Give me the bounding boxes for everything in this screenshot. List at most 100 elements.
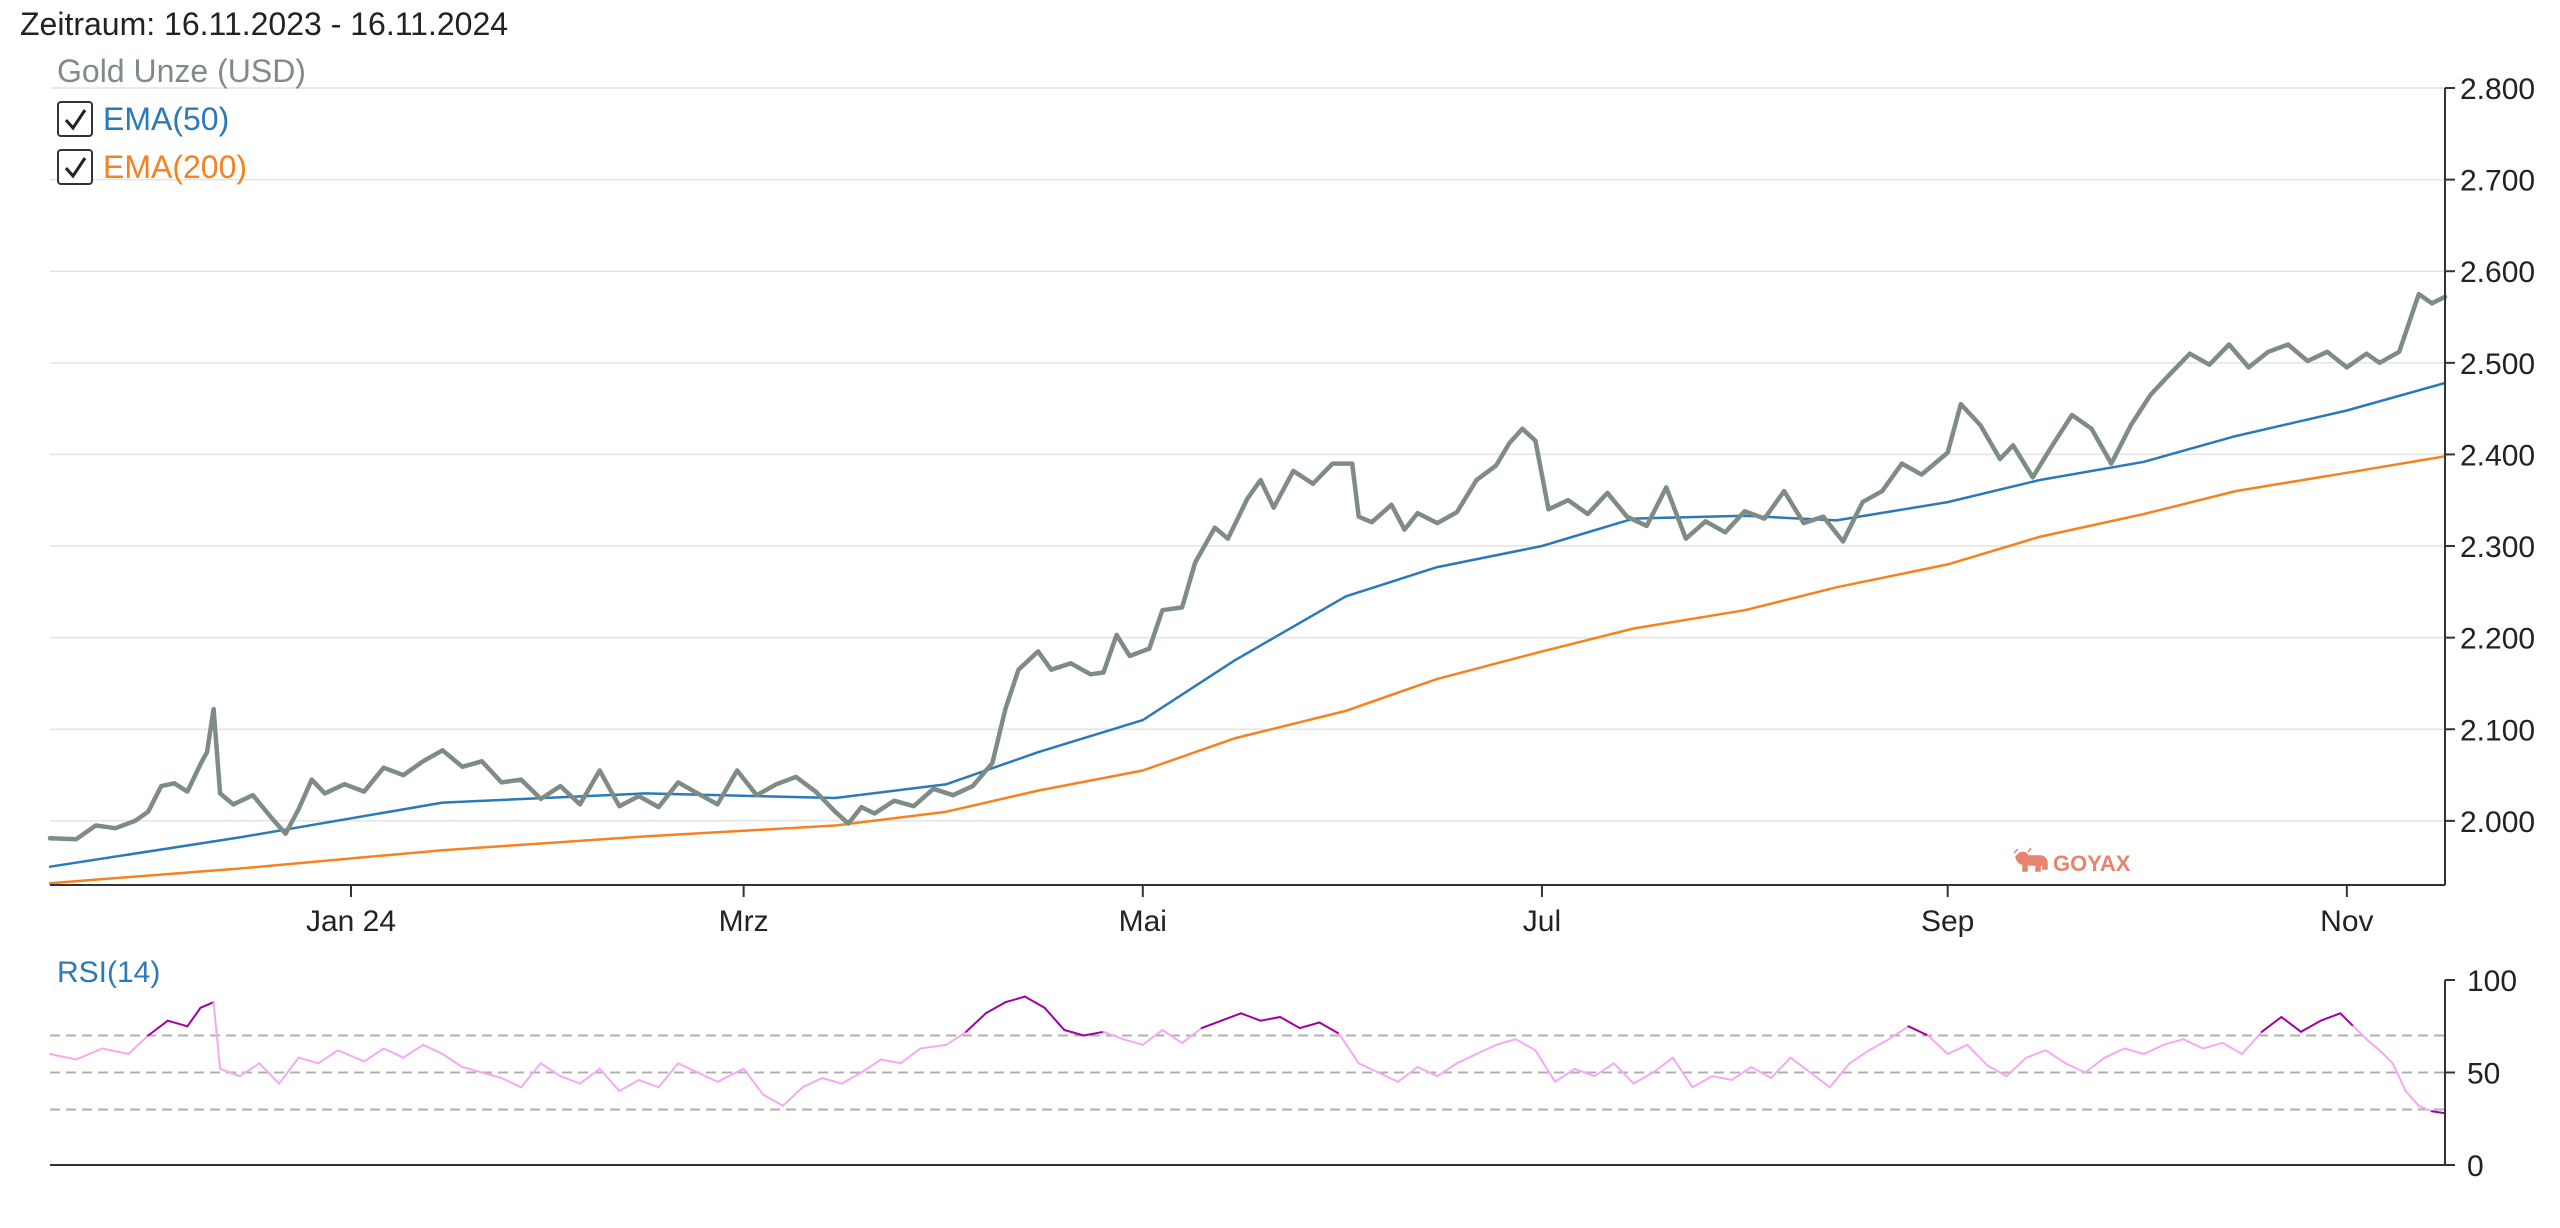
ema50-checkbox[interactable]	[57, 101, 93, 137]
rsi-title: RSI(14)	[57, 956, 160, 989]
rsi-segment	[1946, 1043, 1969, 1055]
rsi-segment	[1298, 1021, 1321, 1030]
brand-name: GOYAX	[2053, 851, 2131, 876]
rsi-segment	[1436, 1062, 1458, 1078]
rsi-segment	[1377, 1071, 1399, 1083]
rsi-segment	[219, 1067, 241, 1078]
rsi-segment	[2103, 1047, 2126, 1059]
rsi-segment	[696, 1071, 719, 1083]
rsi-y-tick-label: 50	[2467, 1058, 2500, 1091]
rsi-segment	[1338, 1032, 1360, 1065]
rsi-segment	[781, 1086, 804, 1107]
x-tick-label: Sep	[1921, 905, 1974, 938]
rsi-segment	[1043, 1006, 1066, 1031]
rsi-segment	[860, 1058, 883, 1074]
rsi-segment	[598, 1067, 621, 1092]
rsi-segment	[2339, 1012, 2355, 1028]
rsi-segment	[677, 1062, 699, 1074]
rsi-segment	[2162, 1038, 2185, 1046]
rsi-segment	[402, 1043, 424, 1059]
rsi-segment	[1200, 1019, 1223, 1030]
y-tick-label: 2.800	[2460, 73, 2535, 106]
rsi-segment	[965, 1012, 987, 1033]
rsi-segment	[2378, 1049, 2394, 1065]
rsi-segment	[919, 1043, 948, 1050]
rsi-segment	[742, 1067, 765, 1096]
rsi-segment	[1554, 1067, 1576, 1083]
rsi-segment	[382, 1047, 405, 1059]
rsi-segment	[461, 1066, 483, 1074]
rsi-segment	[2143, 1043, 2165, 1055]
rsi-segment	[1534, 1049, 1557, 1083]
rsi-segment	[1809, 1071, 1831, 1089]
rsi-segment	[2005, 1056, 2028, 1078]
y-tick-label: 2.300	[2460, 531, 2535, 564]
ema200-checkbox[interactable]	[57, 149, 93, 185]
rsi-segment	[2280, 1016, 2302, 1033]
price-series-line	[47, 291, 2448, 842]
rsi-segment	[2241, 1030, 2263, 1055]
ema200-series-line	[48, 455, 2447, 885]
legend-item-ema50[interactable]: EMA(50)	[57, 101, 229, 137]
rsi-segment	[1259, 1016, 1282, 1022]
rsi-segment	[2064, 1062, 2087, 1074]
rsi-segment	[1514, 1038, 1537, 1052]
rsi-segment	[166, 1019, 189, 1028]
rsi-segment	[1122, 1038, 1144, 1046]
rsi-segment	[1927, 1034, 1949, 1055]
rsi-segment	[2391, 1062, 2407, 1092]
rsi-segment	[2319, 1012, 2342, 1022]
rsi-segment	[1397, 1066, 1419, 1083]
rsi-segment	[1828, 1062, 1851, 1089]
rsi-segment	[559, 1075, 581, 1085]
rsi-segment	[2300, 1019, 2322, 1033]
rsi-segment	[336, 1049, 366, 1063]
rsi-segment	[1632, 1071, 1655, 1085]
rsi-segment	[1671, 1056, 1694, 1089]
bull-icon	[2013, 847, 2048, 872]
rsi-segment	[1220, 1012, 1242, 1022]
rsi-segment	[2201, 1041, 2224, 1050]
rsi-segment	[441, 1053, 464, 1068]
rsi-segment	[1181, 1027, 1203, 1044]
rsi-segment	[1573, 1067, 1596, 1078]
rsi-segment	[147, 1019, 169, 1037]
rsi-segment	[1082, 1030, 1105, 1037]
rsi-segment	[2404, 1090, 2420, 1107]
legend-item-ema200[interactable]: EMA(200)	[57, 149, 247, 185]
rsi-segment	[1985, 1064, 2008, 1078]
rsi-segment	[880, 1058, 902, 1065]
legend-ema200-label: EMA(200)	[103, 149, 247, 185]
rsi-segment	[1907, 1025, 1929, 1037]
rsi-segment	[212, 1001, 222, 1070]
rsi-segment	[363, 1047, 385, 1063]
rsi-segment	[1495, 1038, 1517, 1046]
rsi-segment	[716, 1067, 745, 1083]
rsi-segment	[1475, 1043, 1498, 1055]
rsi-segment	[2365, 1038, 2381, 1052]
main-y-ticks: 2.000 2.100 2.200 2.300 2.400 2.500 2.600 2.700…	[2445, 73, 2535, 839]
rsi-segment	[127, 1034, 150, 1055]
rsi-segment	[821, 1077, 843, 1085]
rsi-y-tick-label: 0	[2467, 1150, 2484, 1183]
rsi-segment	[1730, 1066, 1753, 1081]
y-tick-label: 2.700	[2460, 165, 2535, 198]
rsi-segment	[1868, 1038, 1890, 1052]
x-tick-label: Mai	[1119, 905, 1167, 938]
rsi-segment	[238, 1062, 261, 1078]
rsi-segment	[520, 1062, 542, 1089]
rsi-segment	[2044, 1049, 2067, 1065]
rsi-segment	[762, 1093, 784, 1107]
main-series	[47, 291, 2448, 885]
checkmark-icon	[64, 157, 87, 179]
x-tick-label: Jul	[1523, 905, 1561, 938]
y-tick-label: 2.100	[2460, 714, 2535, 747]
period-title: Zeitraum: 16.11.2023 - 16.11.2024	[20, 6, 508, 42]
rsi-segment	[1357, 1062, 1380, 1074]
rsi-segment	[1102, 1030, 1125, 1041]
rsi-segment	[1750, 1066, 1772, 1079]
rsi-segment	[539, 1062, 562, 1078]
rsi-segment	[1652, 1056, 1674, 1074]
rsi-segment	[1612, 1062, 1635, 1085]
